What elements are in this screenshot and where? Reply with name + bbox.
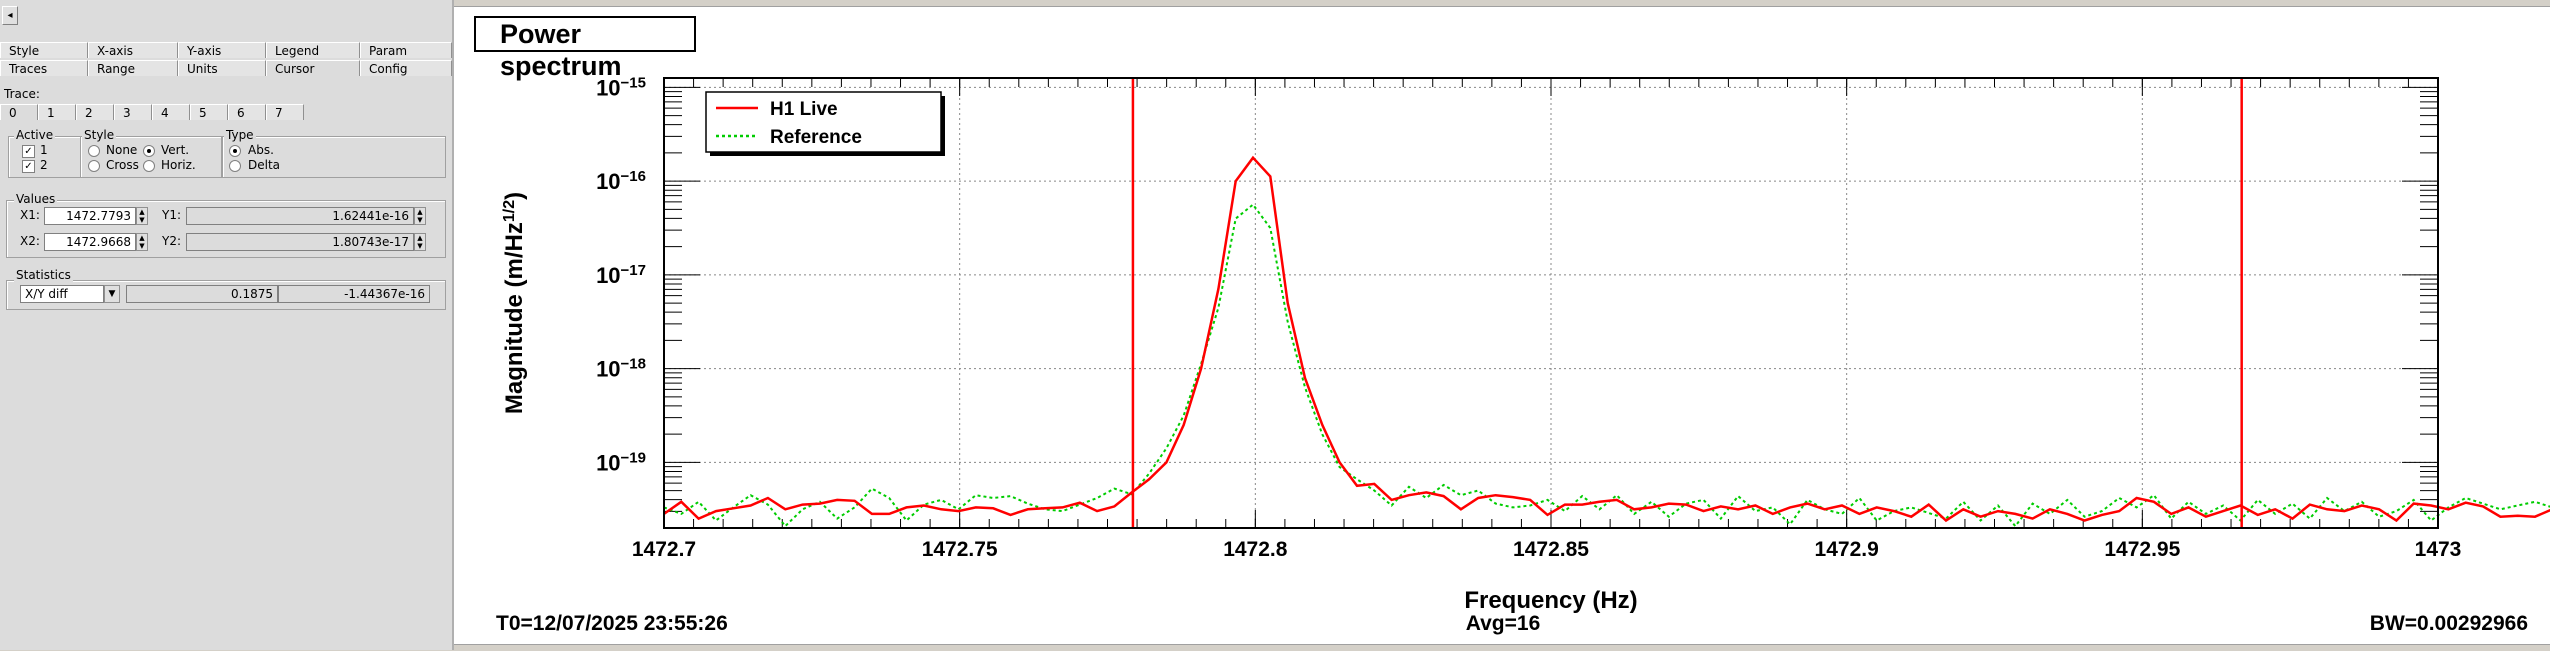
y2-label: Y2: [162,234,182,248]
style-group [80,136,222,178]
type-delta-label: Delta [248,158,281,172]
type-group-label: Type [224,128,256,142]
legend: H1 Live Reference [705,91,945,156]
tab-units[interactable]: Units [178,60,266,76]
x2-spinner[interactable]: ▲ ▼ [136,233,148,251]
tab-param[interactable]: Param [360,42,452,58]
y-tick-label: 10−16 [596,168,646,195]
y-tick-label: 10−17 [596,261,646,288]
active-group-label: Active [14,128,56,142]
tick-labels: 1472.7 1472.75 1472.8 1472.85 1472.9 1472.95 1… [596,74,2461,561]
x1-input[interactable]: 1472.7793 [44,207,136,225]
trace-tab-6[interactable]: 6 [228,104,266,120]
tab-config[interactable]: Config [360,60,452,76]
active-2-checkbox[interactable]: ✓ [22,160,35,173]
y-tick-label: 10−18 [596,355,646,382]
x-tick-label: 1472.9 [1815,538,1879,561]
y-tick-label: 10−15 [596,74,646,101]
style-vert-label: Vert. [161,143,190,157]
x2-input[interactable]: 1472.9668 [44,233,136,251]
type-group [222,136,446,178]
x2-label: X2: [20,234,40,248]
trace-tab-7[interactable]: 7 [266,104,304,120]
tab-y-axis[interactable]: Y-axis [178,42,266,58]
stats-dx-value: 0.1875 [126,285,278,303]
x-tick-label: 1472.85 [1513,538,1589,561]
y1-value: 1.62441e-16 [186,207,414,225]
tick-marks [663,78,2439,529]
active-2-label: 2 [40,158,48,172]
footer-avg: Avg=16 [454,612,2550,636]
plot-frame [663,77,2439,529]
style-cross-radio[interactable] [88,160,100,172]
legend-label-1: Reference [770,127,862,148]
tab-traces[interactable]: Traces [0,60,88,76]
style-horiz-radio[interactable] [143,160,155,172]
trace-label: Trace: [4,87,40,101]
y1-label: Y1: [162,208,182,222]
y-tick-label: 10−19 [596,449,646,476]
type-abs-label: Abs. [248,143,274,157]
trace-tab-4[interactable]: 4 [152,104,190,120]
trace-tab-1[interactable]: 1 [38,104,76,120]
y1-spinner[interactable]: ▲ ▼ [414,207,426,225]
style-none-radio[interactable] [88,145,100,157]
style-vert-radio[interactable] [143,145,155,157]
x-tick-label: 1473 [2415,538,2462,561]
x-tick-label: 1472.8 [1223,538,1288,561]
y-axis-label: Magnitude (m/Hz1/2) [501,192,529,414]
y2-value: 1.80743e-17 [186,233,414,251]
x-axis-label: Frequency (Hz) [1464,587,1637,614]
type-abs-radio[interactable] [229,145,241,157]
bottom-border [454,644,2550,651]
tab-cursor[interactable]: Cursor [266,60,360,76]
tab-style[interactable]: Style [0,42,88,58]
plot-canvas[interactable]: Power spectrum 1472.7 1472.75 1472.8 1472.8… [452,0,2550,651]
statistics-group-label: Statistics [14,268,73,282]
active-1-checkbox[interactable]: ✓ [22,145,35,158]
footer-bw: BW=0.00292966 [2369,612,2528,635]
active-1-label: 1 [40,143,48,157]
x1-spinner[interactable]: ▲ ▼ [136,207,148,225]
scroll-left-button[interactable]: ◂ [2,6,18,25]
trace-tab-2[interactable]: 2 [76,104,114,120]
trace-tab-3[interactable]: 3 [114,104,152,120]
power-spectrum-chart[interactable]: 1472.7 1472.75 1472.8 1472.85 1472.9 1472.95 1… [454,30,2550,640]
legend-label-0: H1 Live [770,99,838,120]
style-horiz-label: Horiz. [161,158,196,172]
series-h1-live [663,155,2550,523]
footer-time: T0=12/07/2025 23:55:26 [496,612,728,635]
series-reference [663,203,2550,528]
values-group [6,200,446,258]
statistics-select[interactable]: X/Y diff [20,285,104,303]
cursor-lines [1131,78,2243,528]
statistics-group [6,280,446,310]
style-group-label: Style [82,128,117,142]
x-tick-label: 1472.7 [632,538,696,561]
trace-tab-5[interactable]: 5 [190,104,228,120]
series [663,155,2550,528]
footer-avg-text: Avg=16 [1465,612,1541,635]
legend-box [705,91,942,153]
chevron-down-icon[interactable]: ▼ [104,285,120,303]
plot-title: Power spectrum [474,16,696,81]
style-none-label: None [106,143,138,157]
x-tick-label: 1472.95 [2104,538,2180,561]
style-cross-label: Cross [106,158,139,172]
x-tick-label: 1472.75 [922,538,998,561]
tab-x-axis[interactable]: X-axis [88,42,178,58]
type-delta-radio[interactable] [229,160,241,172]
x1-label: X1: [20,208,40,222]
tab-legend[interactable]: Legend [266,42,360,58]
values-group-label: Values [14,192,58,206]
tab-range[interactable]: Range [88,60,178,76]
y2-spinner[interactable]: ▲ ▼ [414,233,426,251]
control-panel: ◂ Style X-axis Y-axis Legend Param Traces Ran… [0,0,452,650]
top-border [454,0,2550,7]
trace-tab-0[interactable]: 0 [0,104,38,120]
stats-dy-value: -1.44367e-16 [278,285,430,303]
